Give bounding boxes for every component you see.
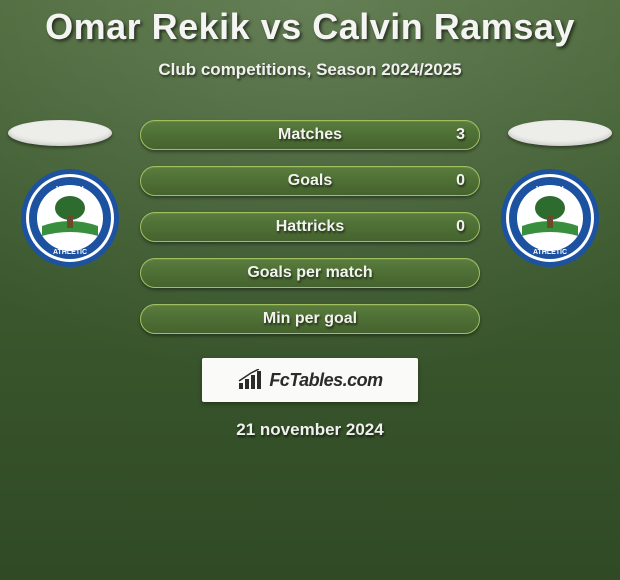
stat-label: Matches xyxy=(141,126,479,144)
player-face-left xyxy=(8,120,112,146)
subtitle: Club competitions, Season 2024/2025 xyxy=(0,60,620,80)
chart-icon xyxy=(237,369,263,391)
stat-bar: Hattricks 0 xyxy=(140,212,480,242)
stat-value-right: 0 xyxy=(456,172,465,190)
stat-value-right: 0 xyxy=(456,218,465,236)
date-text: 21 november 2024 xyxy=(0,420,620,440)
stat-label: Min per goal xyxy=(141,310,479,328)
stat-row: Hattricks 0 xyxy=(0,212,620,258)
stat-bar: Goals 0 xyxy=(140,166,480,196)
watermark-text: FcTables.com xyxy=(269,370,382,391)
player-face-right xyxy=(508,120,612,146)
stat-bar: Goals per match xyxy=(140,258,480,288)
stat-label: Goals per match xyxy=(141,264,479,282)
stat-label: Goals xyxy=(141,172,479,190)
page-title: Omar Rekik vs Calvin Ramsay xyxy=(0,0,620,48)
stat-bar: Min per goal xyxy=(140,304,480,334)
stat-row: Goals 0 xyxy=(0,166,620,212)
stat-label: Hattricks xyxy=(141,218,479,236)
stat-row: Goals per match xyxy=(0,258,620,304)
stat-row: Min per goal xyxy=(0,304,620,350)
stat-value-right: 3 xyxy=(456,126,465,144)
stat-row: Matches 3 xyxy=(0,120,620,166)
stat-bar: Matches 3 xyxy=(140,120,480,150)
comparison-block: WIGAN ATHLETIC WIGAN ATHLETIC Matches 3 xyxy=(0,120,620,440)
watermark: FcTables.com xyxy=(202,358,418,402)
